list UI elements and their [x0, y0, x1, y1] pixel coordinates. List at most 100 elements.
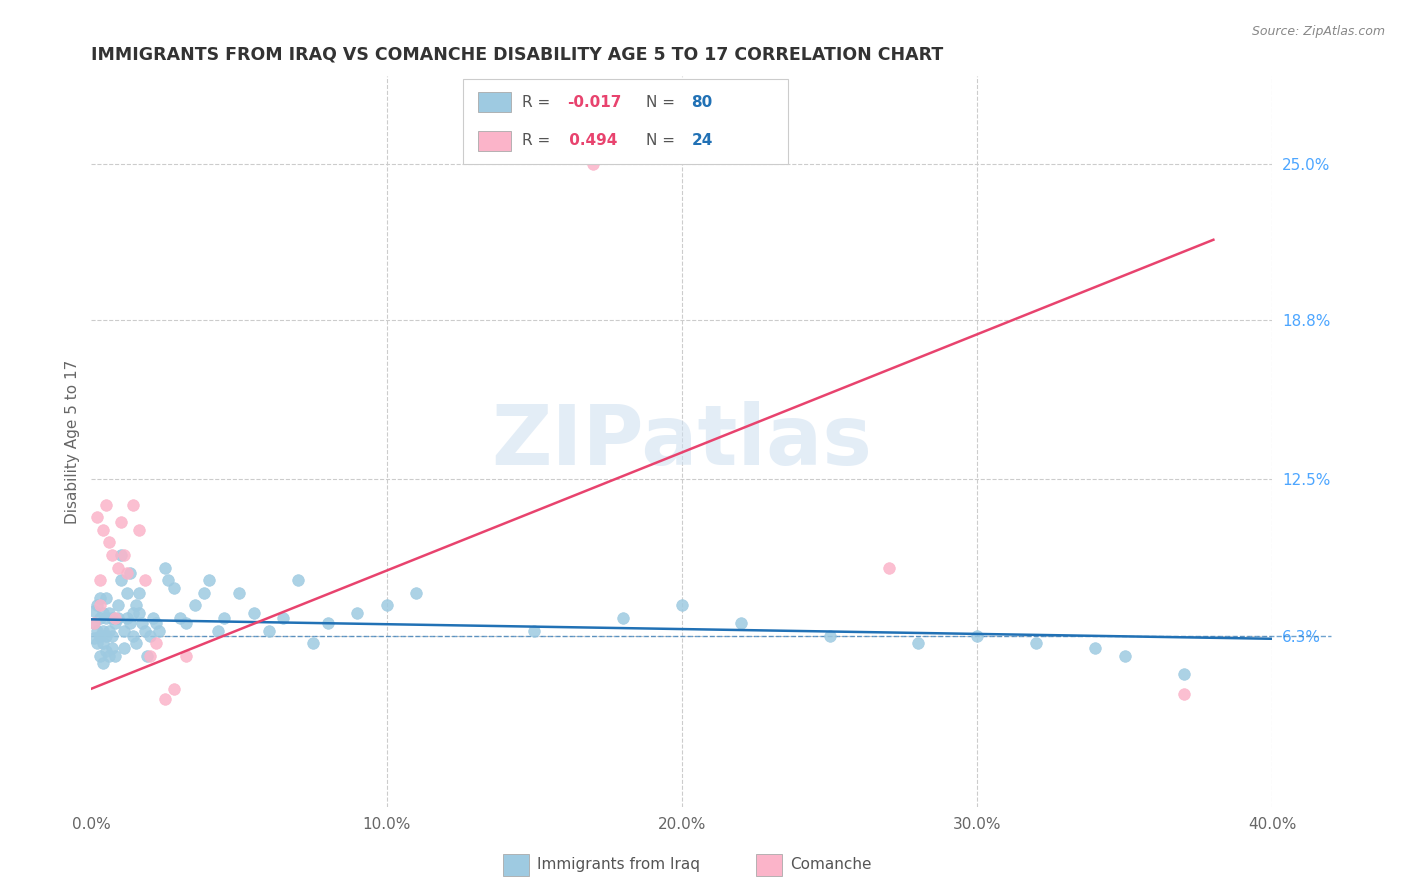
Point — [89, 629, 111, 643]
Point — [96, 498, 118, 512]
Point — [174, 616, 197, 631]
Text: Immigrants from Iraq: Immigrants from Iraq — [537, 857, 700, 871]
Point — [257, 624, 280, 638]
Point — [98, 624, 121, 638]
Point — [96, 629, 118, 643]
Point — [96, 644, 118, 658]
Text: IMMIGRANTS FROM IRAQ VS COMANCHE DISABILITY AGE 5 TO 17 CORRELATION CHART: IMMIGRANTS FROM IRAQ VS COMANCHE DISABIL… — [91, 45, 943, 63]
Point — [243, 606, 266, 620]
Point — [128, 606, 150, 620]
Point — [101, 548, 124, 562]
Point — [110, 515, 132, 529]
Text: N =: N = — [647, 95, 681, 110]
Point — [818, 629, 841, 643]
Point — [877, 560, 900, 574]
Point — [110, 574, 132, 588]
Point — [128, 586, 150, 600]
Point — [112, 548, 135, 562]
Point — [86, 510, 108, 524]
Point — [228, 586, 250, 600]
Point — [107, 599, 129, 613]
Point — [214, 611, 236, 625]
Text: ZIPatlas: ZIPatlas — [492, 401, 872, 482]
Point — [198, 574, 221, 588]
Point — [89, 574, 111, 588]
Point — [91, 657, 114, 671]
Point — [153, 691, 177, 706]
Point — [91, 523, 114, 537]
Point — [174, 648, 197, 663]
Point — [104, 616, 127, 631]
Point — [91, 636, 114, 650]
Point — [121, 629, 143, 643]
Point — [148, 624, 170, 638]
Point — [104, 611, 127, 625]
Point — [110, 548, 132, 562]
Point — [83, 603, 105, 617]
Point — [118, 616, 141, 631]
Text: 80: 80 — [692, 95, 713, 110]
Point — [907, 636, 929, 650]
Point — [104, 648, 127, 663]
Point — [121, 606, 143, 620]
Point — [145, 616, 167, 631]
Point — [96, 611, 118, 625]
Point — [301, 636, 323, 650]
FancyBboxPatch shape — [478, 92, 510, 112]
Point — [316, 616, 339, 631]
Point — [89, 591, 111, 605]
Point — [91, 624, 114, 638]
Point — [107, 611, 129, 625]
Text: Source: ZipAtlas.com: Source: ZipAtlas.com — [1251, 25, 1385, 38]
Point — [134, 624, 156, 638]
Point — [89, 611, 111, 625]
Point — [207, 624, 229, 638]
Point — [107, 560, 129, 574]
Point — [134, 574, 156, 588]
Point — [83, 632, 105, 646]
Point — [287, 574, 309, 588]
Point — [1173, 666, 1195, 681]
Point — [86, 624, 108, 638]
Point — [83, 616, 105, 631]
Text: 24: 24 — [692, 134, 713, 148]
Point — [115, 586, 138, 600]
Point — [582, 157, 605, 171]
Point — [1025, 636, 1047, 650]
Point — [101, 611, 124, 625]
Point — [115, 566, 138, 580]
Text: N =: N = — [647, 134, 681, 148]
Point — [193, 586, 215, 600]
Point — [124, 599, 148, 613]
Point — [128, 523, 150, 537]
Point — [523, 624, 546, 638]
Point — [157, 574, 180, 588]
Point — [163, 581, 186, 595]
Text: 0.494: 0.494 — [564, 134, 617, 148]
Point — [163, 681, 186, 696]
Point — [101, 641, 124, 656]
Point — [112, 624, 135, 638]
Point — [89, 599, 111, 613]
Text: Comanche: Comanche — [790, 857, 872, 871]
Point — [118, 566, 141, 580]
Point — [966, 629, 988, 643]
Point — [121, 498, 143, 512]
Point — [112, 641, 135, 656]
Point — [96, 591, 118, 605]
Point — [115, 611, 138, 625]
Point — [91, 606, 114, 620]
Point — [346, 606, 368, 620]
Point — [1084, 641, 1107, 656]
Point — [169, 611, 191, 625]
Point — [98, 606, 121, 620]
Point — [139, 629, 162, 643]
Point — [1114, 648, 1136, 663]
Point — [101, 629, 124, 643]
Text: R =: R = — [523, 134, 555, 148]
Point — [124, 636, 148, 650]
Point — [1173, 687, 1195, 701]
Point — [145, 636, 167, 650]
Y-axis label: Disability Age 5 to 17: Disability Age 5 to 17 — [65, 359, 80, 524]
Point — [183, 599, 207, 613]
